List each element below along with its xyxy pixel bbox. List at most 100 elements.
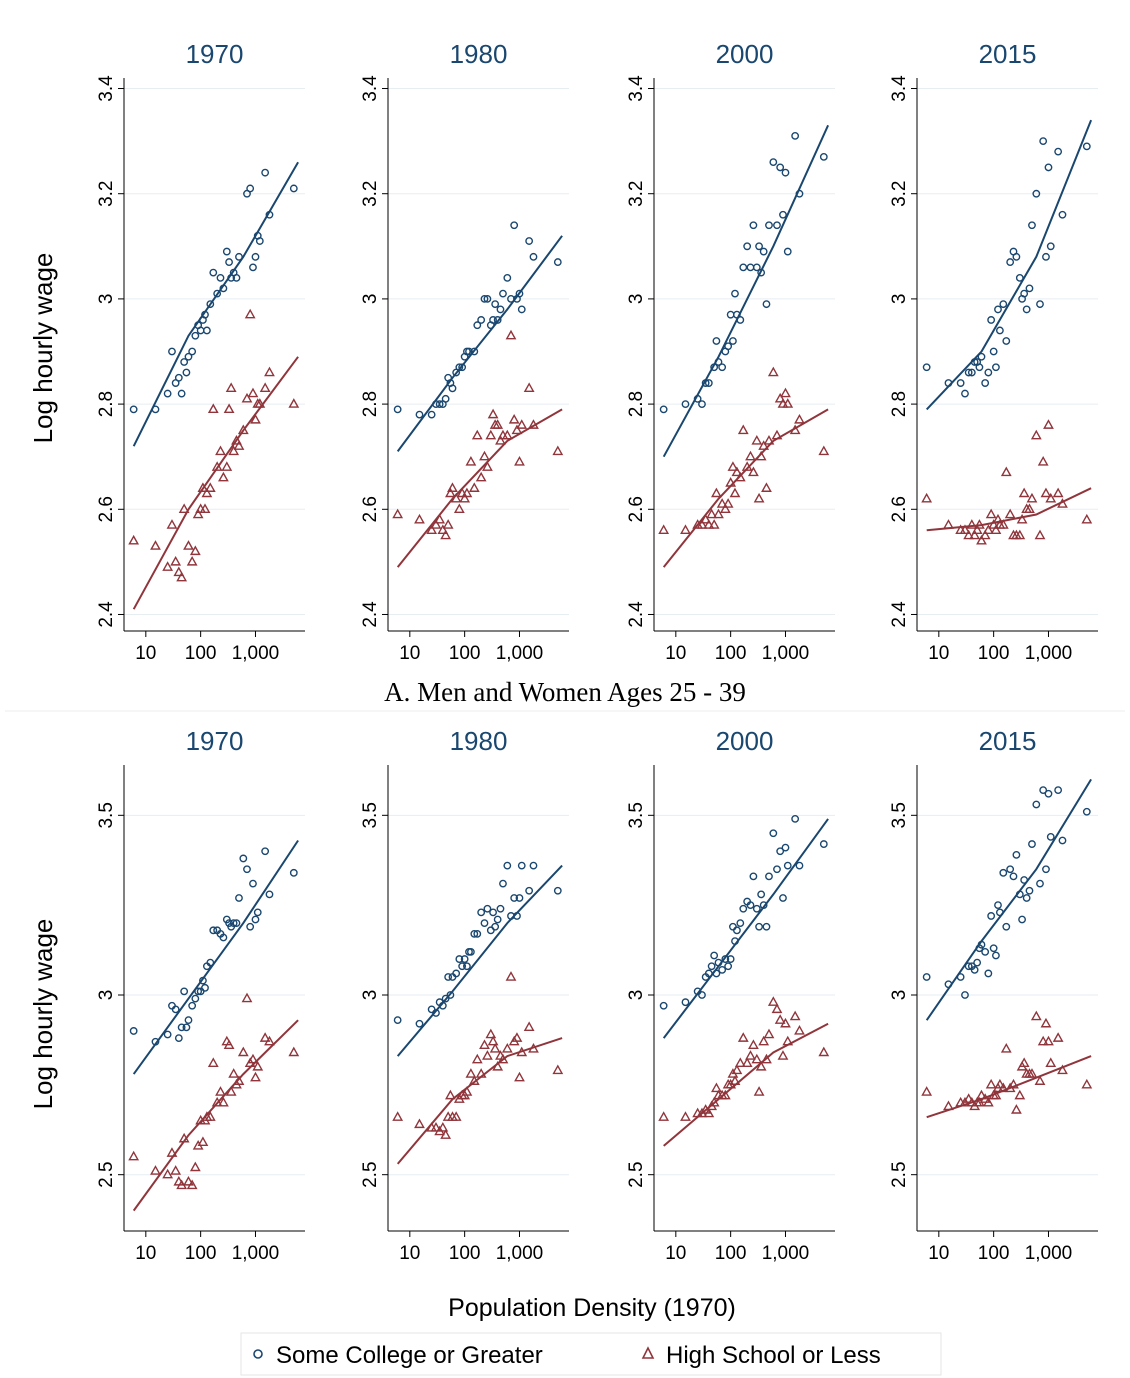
data-point-high-school xyxy=(250,1071,261,1082)
data-point-high-school xyxy=(471,429,483,440)
fit-line-college xyxy=(925,119,1093,411)
data-point-high-school xyxy=(1040,1017,1052,1028)
data-point-college xyxy=(499,289,507,298)
data-point-college xyxy=(731,289,739,298)
data-point-college xyxy=(1036,300,1044,309)
data-point-high-school xyxy=(445,1089,456,1100)
data-point-college xyxy=(265,890,274,899)
data-point-college xyxy=(201,310,209,319)
data-point-high-school xyxy=(774,1014,786,1024)
data-point-college xyxy=(466,947,475,956)
data-point-high-school xyxy=(1000,466,1012,477)
data-point-high-school xyxy=(186,1179,198,1190)
y-tick-label: 3.5 xyxy=(626,802,647,828)
data-point-college xyxy=(1058,836,1067,845)
data-point-college xyxy=(1042,252,1050,261)
data-point-college xyxy=(977,940,986,949)
data-point-college xyxy=(463,962,471,971)
data-point-high-school xyxy=(254,398,266,408)
data-point-college xyxy=(393,1016,402,1025)
data-point-high-school xyxy=(162,1168,174,1179)
data-point-high-school xyxy=(741,1057,753,1067)
data-point-college xyxy=(987,316,996,324)
data-point-college xyxy=(1039,137,1048,146)
data-point-high-school xyxy=(485,429,497,440)
panel-a-title: A. Men and Women Ages 25 - 39 xyxy=(384,677,746,707)
panel-title: 2015 xyxy=(979,726,1037,756)
data-point-college xyxy=(757,890,766,899)
legend-box xyxy=(240,1332,942,1376)
data-point-college xyxy=(480,295,489,303)
data-point-college xyxy=(776,847,785,856)
data-point-college xyxy=(1044,163,1053,172)
legend-marker-college xyxy=(253,1349,263,1359)
data-point-college xyxy=(182,1023,191,1032)
data-point-high-school xyxy=(755,450,767,461)
data-point-high-school xyxy=(492,1060,504,1071)
data-point-high-school xyxy=(453,503,465,513)
data-point-college xyxy=(1054,786,1063,795)
data-point-college xyxy=(202,326,211,335)
data-point-high-school xyxy=(459,492,471,503)
data-point-college xyxy=(499,879,507,888)
data-point-high-school xyxy=(741,461,753,471)
data-point-college xyxy=(732,310,741,319)
data-point-high-school xyxy=(247,1053,259,1064)
data-point-high-school xyxy=(244,308,256,319)
data-point-college xyxy=(773,221,781,230)
data-point-college xyxy=(129,1027,138,1035)
data-point-high-school xyxy=(437,1122,449,1132)
fit-line-college xyxy=(396,235,563,452)
data-point-high-school xyxy=(511,424,523,435)
data-point-college xyxy=(483,295,492,303)
x-tick-label: 10 xyxy=(135,1243,156,1264)
data-point-college xyxy=(444,973,453,981)
data-point-high-school xyxy=(166,519,178,529)
data-point-college xyxy=(975,363,984,372)
y-tick-label: 3.5 xyxy=(360,802,381,828)
data-point-college xyxy=(182,368,191,377)
data-point-high-school xyxy=(485,1028,497,1039)
data-point-college xyxy=(724,962,733,971)
data-point-high-school xyxy=(426,524,438,535)
data-point-college xyxy=(707,962,716,971)
data-point-high-school xyxy=(475,471,487,482)
data-point-college xyxy=(222,247,231,256)
data-point-college xyxy=(922,973,931,981)
data-point-high-school xyxy=(264,1035,275,1046)
data-point-college xyxy=(1015,273,1024,282)
data-point-high-school xyxy=(505,971,517,981)
data-point-college xyxy=(168,347,176,356)
data-point-college xyxy=(1032,800,1041,809)
data-point-college xyxy=(977,352,986,361)
x-tick-label: 100 xyxy=(185,1243,217,1264)
data-point-college xyxy=(791,131,800,140)
data-point-college xyxy=(1020,876,1029,884)
x-tick-label: 10 xyxy=(135,643,156,664)
data-point-college xyxy=(188,347,197,356)
data-point-high-school xyxy=(753,1086,765,1096)
data-point-college xyxy=(757,268,766,277)
data-point-college xyxy=(209,268,218,277)
data-point-college xyxy=(795,189,804,198)
data-point-high-school xyxy=(215,445,226,456)
data-point-high-school xyxy=(963,1093,975,1103)
panel-title: 2000 xyxy=(716,726,774,756)
data-point-high-school xyxy=(1081,513,1093,524)
data-point-high-school xyxy=(207,403,219,414)
data-point-college xyxy=(415,1019,424,1028)
data-point-college xyxy=(213,289,222,298)
panel-1-0: 1970 2.5 3 3.5 10 100 1,000 xyxy=(96,726,305,1264)
data-point-high-school xyxy=(755,1060,767,1071)
data-point-high-school xyxy=(711,1082,722,1093)
data-point-high-school xyxy=(969,529,981,540)
data-point-high-school xyxy=(225,382,237,393)
data-point-high-school xyxy=(737,424,749,435)
data-point-college xyxy=(1046,242,1055,251)
data-point-high-school xyxy=(1037,1035,1049,1046)
y-tick-label: 3 xyxy=(360,294,381,305)
data-point-college xyxy=(1039,786,1048,795)
y-tick-label: 2.5 xyxy=(889,1161,910,1187)
data-point-high-school xyxy=(392,1111,404,1121)
data-point-high-school xyxy=(252,1060,264,1071)
